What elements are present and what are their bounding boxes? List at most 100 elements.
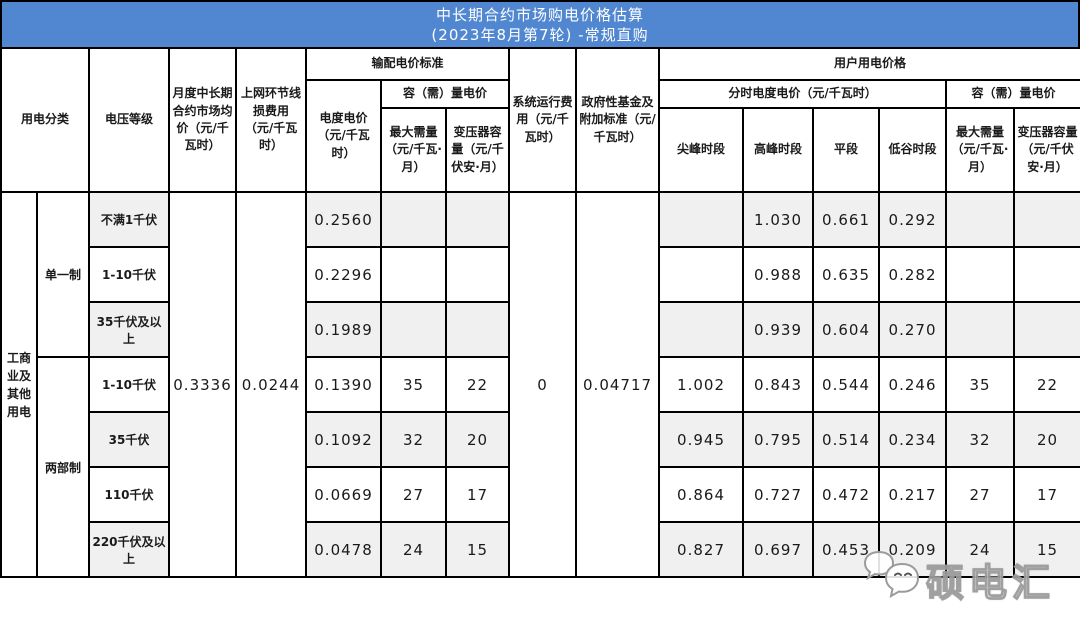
table-row: 工商业及其他用电 单一制 不满1千伏 0.3336 0.0244 0.2560 …: [0, 191, 1080, 578]
cell-transformer: 20: [445, 411, 511, 468]
cell-sharp-peak: [658, 246, 745, 303]
cell-voltage: 不满1千伏: [88, 191, 171, 248]
cell-sharp-peak: 0.945: [658, 411, 745, 468]
cell-valley: 0.234: [878, 411, 948, 468]
cell-voltage: 220千伏及以上: [88, 521, 171, 578]
cell-sharp-peak: 0.864: [658, 466, 745, 523]
cell-flat: 0.635: [812, 246, 881, 303]
cell-voltage: 35千伏及以上: [88, 301, 171, 358]
cell-transformer-2: 15: [1013, 521, 1080, 578]
price-table: 用电分类 电压等级 月度中长期合约市场均价（元/千瓦时） 上网环节线损费用（元/…: [0, 47, 1080, 578]
cell-max-demand-2: 27: [945, 466, 1016, 523]
cell-transformer: [445, 246, 511, 303]
cell-flat: 0.453: [812, 521, 881, 578]
cell-valley: 0.292: [878, 191, 948, 248]
col-header-gov-fund: 政府性基金及附加标准（元/千瓦时）: [575, 47, 661, 193]
col-header-capacity-price-2: 容（需）量电价: [945, 79, 1080, 109]
cell-transformer-2: [1013, 301, 1080, 358]
cell-peak: 0.697: [742, 521, 815, 578]
col-header-flat: 平段: [812, 107, 881, 193]
cell-transformer: [445, 301, 511, 358]
cell-energy-price: 0.2560: [305, 191, 383, 248]
cell-transformer-2: 20: [1013, 411, 1080, 468]
cell-peak: 0.795: [742, 411, 815, 468]
cell-usage-category: 工商业及其他用电: [0, 191, 38, 578]
cell-energy-price: 0.0669: [305, 466, 383, 523]
cell-two-part-system: 两部制: [35, 356, 91, 578]
cell-peak: 0.843: [742, 356, 815, 413]
cell-valley: 0.209: [878, 521, 948, 578]
cell-flat: 0.604: [812, 301, 881, 358]
cell-transformer: [445, 191, 511, 248]
col-header-voltage-level: 电压等级: [88, 47, 171, 193]
col-header-usage-category: 用电分类: [0, 47, 91, 193]
table-row: 35千伏及以上 0.1989 0.939 0.604 0.270: [1, 301, 1080, 358]
cell-max-demand-2: [945, 246, 1016, 303]
cell-valley: 0.217: [878, 466, 948, 523]
cell-max-demand-2: [945, 191, 1016, 248]
table-row: 1-10千伏 0.2296 0.988 0.635 0.282: [1, 246, 1080, 303]
cell-flat: 0.544: [812, 356, 881, 413]
table-row: 两部制 1-10千伏 0.1390 35 22 1.002 0.843 0.54…: [1, 356, 1080, 578]
cell-max-demand: [380, 191, 448, 248]
col-header-max-demand-2: 最大需量（元/千瓦·月）: [945, 107, 1016, 193]
cell-sharp-peak: 0.827: [658, 521, 745, 578]
col-header-tou-price: 分时电度电价（元/千瓦时）: [658, 79, 948, 109]
cell-voltage: 110千伏: [88, 466, 171, 523]
cell-valley: 0.246: [878, 356, 948, 413]
col-header-energy-price: 电度电价（元/千瓦时）: [305, 79, 383, 193]
cell-sharp-peak: [658, 191, 745, 248]
col-header-sharp-peak: 尖峰时段: [658, 107, 745, 193]
cell-transformer-2: 22: [1013, 356, 1080, 413]
cell-energy-price: 0.1989: [305, 301, 383, 358]
cell-max-demand-2: 35: [945, 356, 1016, 413]
cell-gov-fund: 0.04717: [575, 191, 661, 578]
col-header-transformer-capacity: 变压器容量（元/千伏安·月）: [445, 107, 511, 193]
cell-peak: 0.988: [742, 246, 815, 303]
cell-energy-price: 0.1092: [305, 411, 383, 468]
col-header-transformer-capacity-2: 变压器容量（元/千伏安·月）: [1013, 107, 1080, 193]
cell-flat: 0.472: [812, 466, 881, 523]
cell-peak: 1.030: [742, 191, 815, 248]
cell-flat: 0.661: [812, 191, 881, 248]
cell-transformer: 17: [445, 466, 511, 523]
cell-peak: 0.727: [742, 466, 815, 523]
cell-sharp-peak: [658, 301, 745, 358]
col-header-monthly-avg-price: 月度中长期合约市场均价（元/千瓦时）: [168, 47, 238, 193]
cell-flat: 0.514: [812, 411, 881, 468]
col-header-max-demand: 最大需量（元/千瓦·月）: [380, 107, 448, 193]
cell-max-demand: [380, 301, 448, 358]
cell-transformer: 15: [445, 521, 511, 578]
cell-voltage: 1-10千伏: [88, 356, 171, 413]
cell-max-demand: 24: [380, 521, 448, 578]
cell-valley: 0.282: [878, 246, 948, 303]
cell-peak: 0.939: [742, 301, 815, 358]
cell-transformer-2: [1013, 246, 1080, 303]
cell-energy-price: 0.0478: [305, 521, 383, 578]
table-row: 35千伏 0.1092 32 20 0.945 0.795 0.514 0.23…: [1, 411, 1080, 468]
table-row: 110千伏 0.0669 27 17 0.864 0.727 0.472 0.2…: [1, 466, 1080, 523]
col-header-capacity-price: 容（需）量电价: [380, 79, 511, 109]
cell-voltage: 1-10千伏: [88, 246, 171, 303]
cell-max-demand-2: [945, 301, 1016, 358]
cell-energy-price: 0.2296: [305, 246, 383, 303]
cell-monthly-avg: 0.3336: [168, 191, 238, 578]
cell-transformer-2: [1013, 191, 1080, 248]
col-header-valley: 低谷时段: [878, 107, 948, 193]
col-header-system-fee: 系统运行费用（元/千瓦时）: [508, 47, 578, 193]
cell-sharp-peak: 1.002: [658, 356, 745, 413]
title-bar: 中长期合约市场购电价格估算 (2023年8月第7轮) -常规直购: [0, 0, 1080, 47]
col-header-peak: 高峰时段: [742, 107, 815, 193]
page-title: 中长期合约市场购电价格估算: [435, 5, 644, 24]
cell-voltage: 35千伏: [88, 411, 171, 468]
cell-valley: 0.270: [878, 301, 948, 358]
col-header-line-loss-fee: 上网环节线损费用（元/千瓦时）: [235, 47, 308, 193]
col-header-transmission-std: 输配电价标准: [305, 47, 511, 81]
cell-max-demand: 35: [380, 356, 448, 413]
cell-line-loss: 0.0244: [235, 191, 308, 578]
cell-energy-price: 0.1390: [305, 356, 383, 413]
cell-transformer: 22: [445, 356, 511, 413]
cell-single-system: 单一制: [35, 191, 91, 358]
cell-max-demand: 27: [380, 466, 448, 523]
